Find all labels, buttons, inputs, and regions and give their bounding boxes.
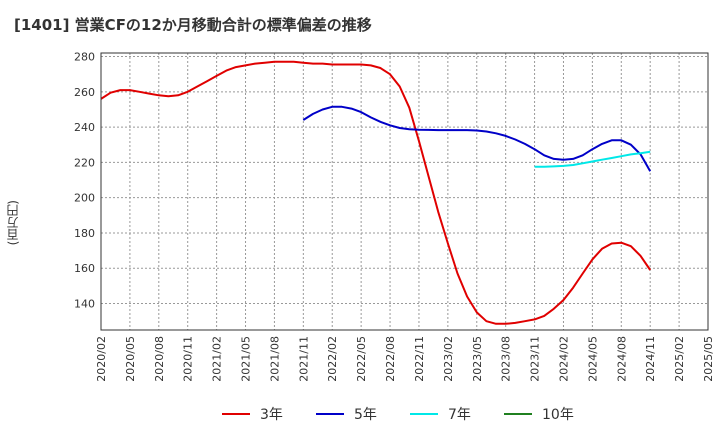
x-tick-label: 2020/02 [95, 336, 108, 382]
x-tick-labels: 2020/02 2020/05 2020/08 2020/11 2021/02 2021/… [95, 336, 715, 382]
x-tick-label: 2025/05 [702, 336, 715, 382]
x-tick-label: 2023/02 [442, 336, 455, 382]
x-tick-label: 2023/05 [471, 336, 484, 382]
legend: 3年 5年 7年 10年 [222, 407, 574, 423]
x-tick-label: 2023/08 [500, 336, 513, 382]
y-tick-label: 200 [74, 192, 95, 205]
legend-label: 10年 [542, 407, 574, 423]
x-tick-label: 2022/11 [413, 336, 426, 382]
y-tick-label: 180 [74, 227, 95, 240]
x-tick-label: 2022/02 [326, 336, 339, 382]
legend-label: 3年 [260, 407, 283, 423]
x-tick-label: 2021/02 [211, 336, 224, 382]
y-tick-label: 240 [74, 121, 95, 134]
chart-title: [1401] 営業CFの12か月移動合計の標準偏差の推移 [14, 16, 372, 34]
x-tick-label: 2021/11 [297, 336, 310, 382]
y-tick-label: 260 [74, 86, 95, 99]
grid [100, 53, 709, 330]
x-tick-label: 2024/11 [644, 336, 657, 382]
y-tick-labels: 140 160 180 200 220 240 260 280 [74, 51, 95, 311]
x-tick-label: 2024/08 [615, 336, 628, 382]
x-tick-label: 2020/05 [124, 336, 137, 382]
y-tick-label: 160 [74, 262, 95, 275]
x-tick-label: 2020/11 [182, 336, 195, 382]
x-tick-label: 2020/08 [153, 336, 166, 382]
y-tick-label: 220 [74, 156, 95, 169]
x-tick-label: 2025/02 [673, 336, 686, 382]
legend-label: 7年 [448, 407, 471, 423]
series-lines [100, 60, 652, 325]
x-tick-label: 2022/08 [384, 336, 397, 382]
series-line-3年 [100, 60, 652, 325]
legend-label: 5年 [354, 407, 377, 423]
series-line-5年 [302, 105, 652, 172]
x-tick-label: 2022/05 [355, 336, 368, 382]
x-tick-label: 2021/05 [240, 336, 253, 382]
x-tick-label: 2024/05 [586, 336, 599, 382]
y-tick-label: 280 [74, 51, 95, 64]
x-tick-label: 2023/11 [529, 336, 542, 382]
plot-area-frame [100, 52, 709, 331]
y-tick-label: 140 [74, 298, 95, 311]
x-tick-label: 2021/08 [268, 336, 281, 382]
series-line-7年 [534, 150, 651, 168]
x-tick-label: 2024/02 [557, 336, 570, 382]
